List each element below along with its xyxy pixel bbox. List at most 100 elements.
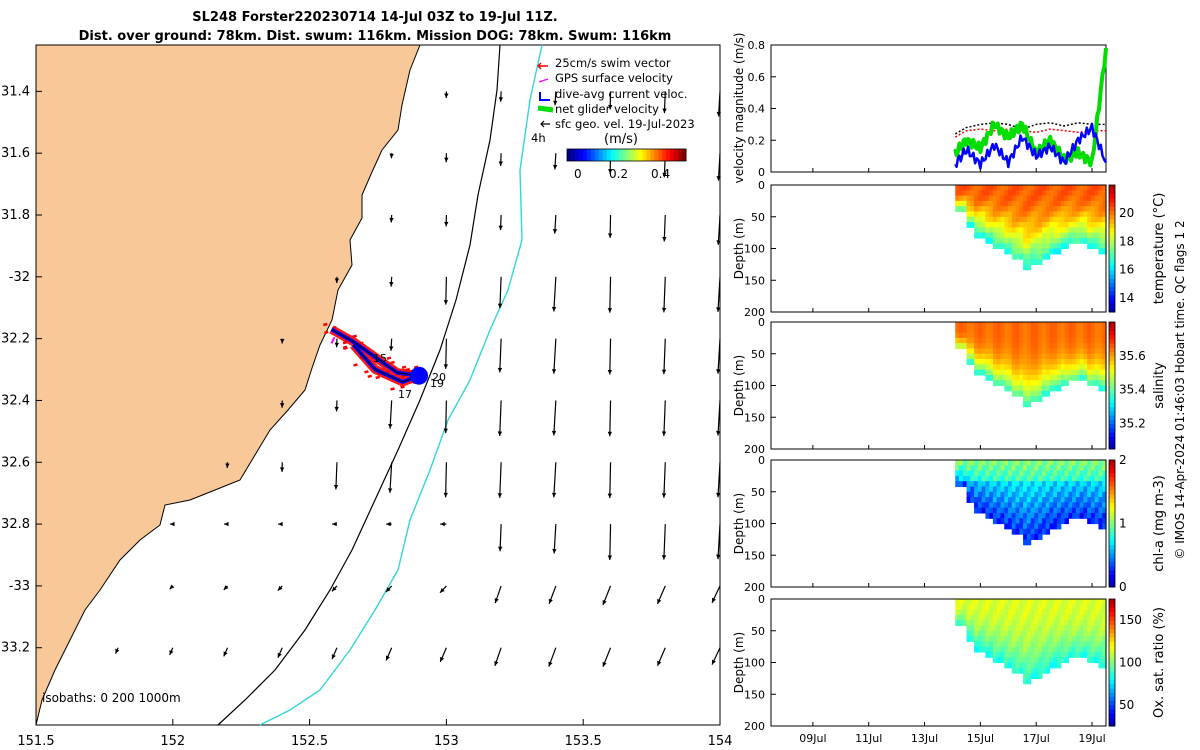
profile-cell bbox=[1068, 652, 1072, 658]
profile-cell bbox=[1000, 201, 1004, 207]
profile-cell bbox=[1019, 481, 1023, 487]
profile-cell bbox=[1012, 322, 1016, 328]
profile-cell bbox=[978, 599, 982, 605]
profile-cell bbox=[993, 620, 997, 626]
profile-cell bbox=[1012, 254, 1016, 260]
profile-cell bbox=[1031, 668, 1035, 674]
profile-cell bbox=[1098, 338, 1102, 344]
profile-cell bbox=[955, 196, 959, 202]
profile-cell bbox=[1076, 359, 1080, 365]
profile-cell bbox=[1042, 524, 1046, 530]
profile-cell bbox=[1098, 322, 1102, 328]
profile-cell bbox=[1019, 476, 1023, 482]
profile-cell bbox=[978, 647, 982, 653]
colorbar-label: temperature (°C) bbox=[1152, 193, 1167, 305]
profile-cell bbox=[1095, 322, 1099, 328]
profile-cell bbox=[1008, 327, 1012, 333]
profile-cell bbox=[1019, 380, 1023, 386]
profile-cell bbox=[1072, 196, 1076, 202]
profile-cell bbox=[959, 460, 963, 466]
profile-cell bbox=[1023, 599, 1027, 605]
profile-cell bbox=[1031, 227, 1035, 233]
colorbar-swatch bbox=[1109, 356, 1115, 361]
profile-cell bbox=[997, 647, 1001, 653]
profile-cell bbox=[1012, 190, 1016, 196]
profile-cell bbox=[978, 641, 982, 647]
profile-cell bbox=[1068, 343, 1072, 349]
profile-cell bbox=[1053, 370, 1057, 376]
profile-cell bbox=[1046, 338, 1050, 344]
profile-cell bbox=[997, 615, 1001, 621]
profile-cell bbox=[1091, 604, 1095, 610]
profile-cell bbox=[982, 625, 986, 631]
geo-arrow-shaft bbox=[610, 339, 611, 375]
profile-cell bbox=[1031, 652, 1035, 658]
profile-cell bbox=[1080, 222, 1084, 228]
profile-cell bbox=[974, 625, 978, 631]
depth-tick-label: 0 bbox=[758, 593, 765, 606]
profile-cell bbox=[1031, 518, 1035, 524]
profile-cell bbox=[1031, 338, 1035, 344]
profile-cell bbox=[1065, 375, 1069, 381]
profile-cell bbox=[985, 185, 989, 191]
profile-cell bbox=[1042, 604, 1046, 610]
profile-cell bbox=[1000, 518, 1004, 524]
profile-cell bbox=[978, 476, 982, 482]
profile-cell bbox=[1049, 631, 1053, 637]
profile-cell bbox=[967, 201, 971, 207]
profile-cell bbox=[1027, 227, 1031, 233]
colorbar-tick-label: 16 bbox=[1119, 263, 1134, 277]
profile-cell bbox=[1046, 333, 1050, 339]
profile-cell bbox=[1034, 375, 1038, 381]
profile-cell bbox=[985, 359, 989, 365]
profile-cell bbox=[963, 343, 967, 349]
profile-cell bbox=[1091, 460, 1095, 466]
profile-cell bbox=[1038, 663, 1042, 669]
profile-cell bbox=[1023, 652, 1027, 658]
profile-cell bbox=[1080, 375, 1084, 381]
profile-cell bbox=[1016, 529, 1020, 535]
profile-cell bbox=[989, 222, 993, 228]
profile-cell bbox=[1019, 201, 1023, 207]
profile-cell bbox=[1072, 604, 1076, 610]
profile-cell bbox=[1004, 327, 1008, 333]
profile-cell bbox=[1019, 471, 1023, 477]
profile-cell bbox=[1034, 222, 1038, 228]
time-tick-label: 11Jul bbox=[855, 732, 882, 745]
profile-cell bbox=[1095, 518, 1099, 524]
profile-cell bbox=[1068, 508, 1072, 514]
profile-cell bbox=[1083, 460, 1087, 466]
profile-cell bbox=[1091, 222, 1095, 228]
colorbar-swatch bbox=[1109, 637, 1115, 642]
profile-cell bbox=[1042, 663, 1046, 669]
profile-cell bbox=[989, 370, 993, 376]
profile-cell bbox=[1046, 610, 1050, 616]
profile-cell bbox=[1061, 481, 1065, 487]
depth-tick-label: 100 bbox=[744, 243, 765, 256]
profile-cell bbox=[1076, 190, 1080, 196]
profile-cell bbox=[1012, 364, 1016, 370]
colorbar-swatch bbox=[658, 149, 662, 161]
profile-cell bbox=[1072, 375, 1076, 381]
profile-cell bbox=[974, 211, 978, 217]
profile-cell bbox=[1095, 370, 1099, 376]
colorbar-swatch bbox=[607, 149, 611, 161]
profile-cell bbox=[1091, 354, 1095, 360]
profile-cell bbox=[985, 652, 989, 658]
profile-cell bbox=[1076, 631, 1080, 637]
profile-cell bbox=[1061, 502, 1065, 508]
profile-cell bbox=[1087, 338, 1091, 344]
profile-cell bbox=[970, 604, 974, 610]
profile-cell bbox=[993, 217, 997, 223]
profile-cell bbox=[1068, 599, 1072, 605]
profile-cell bbox=[1000, 343, 1004, 349]
profile-cell bbox=[974, 647, 978, 653]
profile-cell bbox=[1046, 238, 1050, 244]
profile-cell bbox=[989, 190, 993, 196]
profile-cell bbox=[1087, 502, 1091, 508]
profile-cell bbox=[1076, 333, 1080, 339]
profile-cell bbox=[1057, 322, 1061, 328]
profile-cell bbox=[985, 354, 989, 360]
profile-cell bbox=[1008, 486, 1012, 492]
profile-cell bbox=[967, 206, 971, 212]
